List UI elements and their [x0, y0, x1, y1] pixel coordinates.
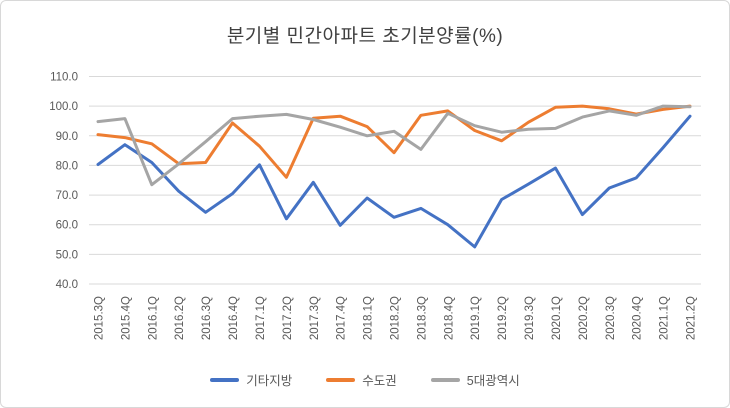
x-axis-tick-label: 2017.4Q [336, 296, 348, 340]
y-axis-tick-label: 110.0 [50, 72, 78, 84]
legend-item-capital-area: 수도권 [326, 370, 397, 389]
x-axis-tick-label: 2020.3Q [605, 296, 617, 340]
legend-item-other-regions: 기타지방 [210, 370, 292, 389]
y-axis-tick-label: 70.0 [56, 190, 78, 202]
x-axis-tick-label: 2021.1Q [659, 296, 671, 340]
x-axis-tick-label: 2017.2Q [282, 296, 294, 340]
chart-legend: 기타지방 수도권 5대광역시 [1, 370, 729, 389]
y-axis-tick-label: 50.0 [56, 249, 78, 261]
x-axis-tick-label: 2018.1Q [363, 296, 375, 340]
y-axis-tick-label: 60.0 [56, 220, 78, 232]
legend-label: 수도권 [362, 374, 397, 388]
x-axis-tick-label: 2018.2Q [390, 296, 402, 340]
x-axis-tick-label: 2015.4Q [120, 296, 132, 340]
y-axis-tick-label: 80.0 [56, 160, 78, 172]
legend-line-swatch [430, 377, 460, 382]
x-axis-tick-label: 2018.4Q [443, 296, 455, 340]
x-axis-tick-label: 2016.3Q [201, 296, 213, 340]
x-axis-tick-label: 2020.4Q [632, 296, 644, 340]
x-axis-tick-label: 2015.3Q [94, 296, 106, 340]
legend-label: 5대광역시 [466, 374, 520, 388]
x-axis-tick-label: 2017.1Q [255, 296, 267, 340]
line-chart-plot: 110.0 100.0 90.0 80.0 70.0 60.0 50.0 40.0 2015.3… [49, 72, 701, 340]
legend-label: 기타지방 [246, 374, 293, 388]
series-line-five-metro-cities [96, 104, 692, 187]
x-axis-tick-label: 2019.2Q [497, 296, 509, 340]
series-line-other-regions [96, 114, 692, 249]
x-axis-tick-label: 2016.2Q [174, 296, 186, 340]
x-axis-tick-label: 2021.2Q [686, 296, 698, 340]
x-axis-tick-label: 2019.1Q [470, 296, 482, 340]
y-axis-tick-label: 100.0 [49, 101, 78, 113]
series-line-capital-area [96, 104, 692, 179]
x-axis-tick-label: 2020.1Q [551, 296, 563, 340]
x-axis-tick-label: 2018.3Q [416, 296, 428, 340]
chart-title: 분기별 민간아파트 초기분양률(%) [226, 26, 504, 47]
legend-line-swatch [326, 377, 356, 382]
legend-item-five-metro-cities: 5대광역시 [430, 370, 520, 389]
legend-line-swatch [210, 377, 240, 382]
x-axis-tick-label: 2019.3Q [524, 296, 536, 340]
x-axis-tick-label: 2016.1Q [147, 296, 159, 340]
x-axis-tick-label: 2020.2Q [578, 296, 590, 340]
x-axis-tick-label: 2016.4Q [228, 296, 240, 340]
x-axis-tick-label: 2017.3Q [309, 296, 321, 340]
y-axis-tick-label: 40.0 [56, 279, 78, 291]
y-axis-tick-label: 90.0 [56, 131, 78, 143]
